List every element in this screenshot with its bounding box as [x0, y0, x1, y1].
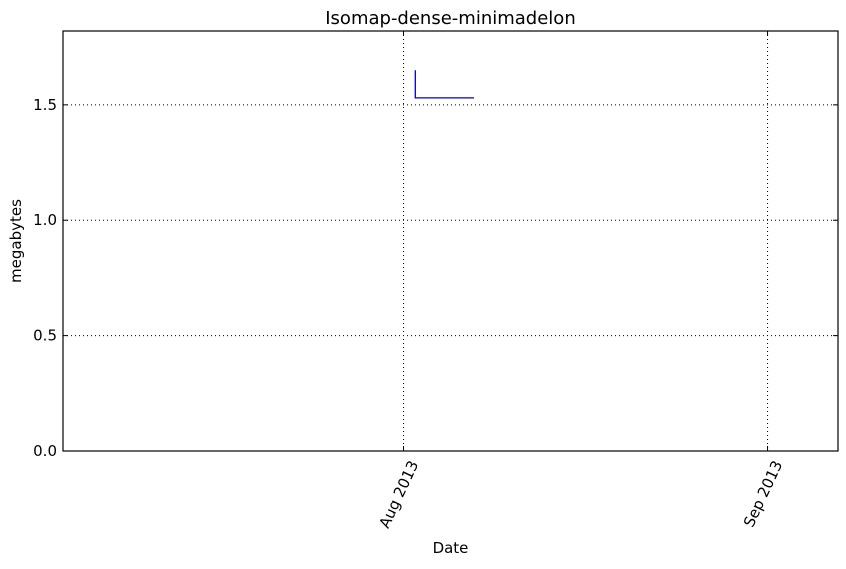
- series-layer: [414, 70, 474, 99]
- y-tick-label: 0.0: [33, 442, 57, 460]
- series-line-0: [414, 70, 474, 99]
- y-tick-label: 1.5: [33, 96, 57, 114]
- y-tick-label: 0.5: [33, 327, 57, 345]
- x-tick-label: Aug 2013: [375, 458, 422, 531]
- x-tick-label: Sep 2013: [740, 458, 786, 530]
- x-axis-label: Date: [433, 539, 469, 557]
- tick-layer: 0.0 0.5 1.0 1.5 Aug 2013 Sep 2013: [33, 31, 838, 531]
- chart-title: Isomap-dense-minimadelon: [325, 8, 575, 29]
- plot-area-frame: [62, 30, 839, 452]
- grid-layer: [63, 31, 838, 452]
- y-axis-label: megabytes: [7, 199, 25, 283]
- y-tick-label: 1.0: [33, 211, 57, 229]
